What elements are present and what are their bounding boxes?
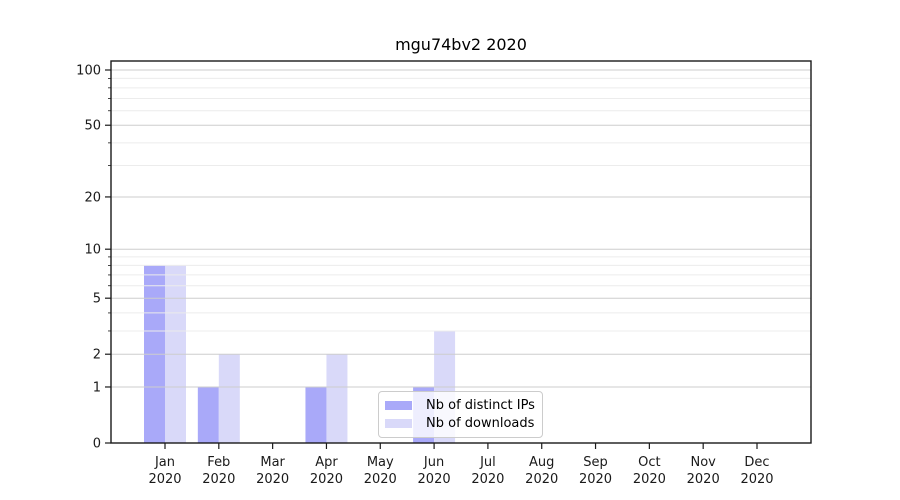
tick-label: 2020 — [579, 472, 612, 487]
bar-feb-downloads — [218, 354, 240, 443]
tick-label: 2020 — [525, 472, 558, 487]
tick-label: 5 — [93, 292, 101, 307]
tick-label: 50 — [84, 119, 101, 134]
tick-label: 10 — [84, 243, 101, 258]
tick-label: 2020 — [471, 472, 504, 487]
tick-label: Sep — [583, 455, 608, 470]
tick-label: 2020 — [256, 472, 289, 487]
x-axis-ticks: Jan 2020 Feb 2020 Mar 2020 Apr 2020 May 2020 Jun 20… — [148, 443, 774, 487]
tick-label: 2020 — [740, 472, 773, 487]
tick-label: May — [367, 455, 394, 470]
tick-label: Jul — [479, 455, 496, 470]
tick-label: 2020 — [633, 472, 666, 487]
gridlines-major — [111, 69, 811, 388]
tick-label: Apr — [315, 455, 338, 470]
axes-spines — [110, 60, 812, 444]
gridlines-minor — [111, 77, 811, 332]
bar-feb-ips — [197, 386, 219, 443]
bar-apr-downloads — [326, 354, 348, 443]
chart-title: mgu74bv2 2020 — [395, 35, 527, 54]
legend: Nb of distinct IPs Nb of downloads — [378, 391, 543, 438]
legend-item-distinct-ips: Nb of distinct IPs — [385, 397, 535, 414]
tick-label: Nov — [690, 455, 716, 470]
legend-swatch-downloads — [385, 419, 412, 428]
legend-label-distinct-ips: Nb of distinct IPs — [426, 398, 535, 413]
tick-label: 2020 — [687, 472, 720, 487]
legend-item-downloads: Nb of downloads — [385, 415, 535, 432]
tick-label: Jan — [154, 455, 175, 470]
tick-label: Mar — [260, 455, 285, 470]
tick-label: 2020 — [310, 472, 343, 487]
tick-label: Oct — [638, 455, 660, 470]
legend-swatch-distinct-ips — [385, 401, 412, 410]
tick-label: 1 — [93, 380, 101, 395]
tick-label: 2 — [93, 348, 101, 363]
tick-label: 2020 — [364, 472, 397, 487]
tick-label: Aug — [529, 455, 554, 470]
tick-label: Feb — [207, 455, 230, 470]
legend-label-downloads: Nb of downloads — [426, 416, 535, 431]
tick-label: Dec — [744, 455, 769, 470]
tick-label: Jun — [423, 455, 444, 470]
tick-label: 2020 — [202, 472, 235, 487]
tick-label: 0 — [93, 437, 101, 452]
tick-label: 100 — [76, 64, 101, 79]
y-axis-ticks: 0 1 2 5 10 20 50 100 — [76, 64, 111, 452]
tick-label: 20 — [84, 190, 101, 205]
bar-apr-ips — [305, 386, 327, 443]
tick-label: 2020 — [148, 472, 181, 487]
tick-label: 2020 — [418, 472, 451, 487]
